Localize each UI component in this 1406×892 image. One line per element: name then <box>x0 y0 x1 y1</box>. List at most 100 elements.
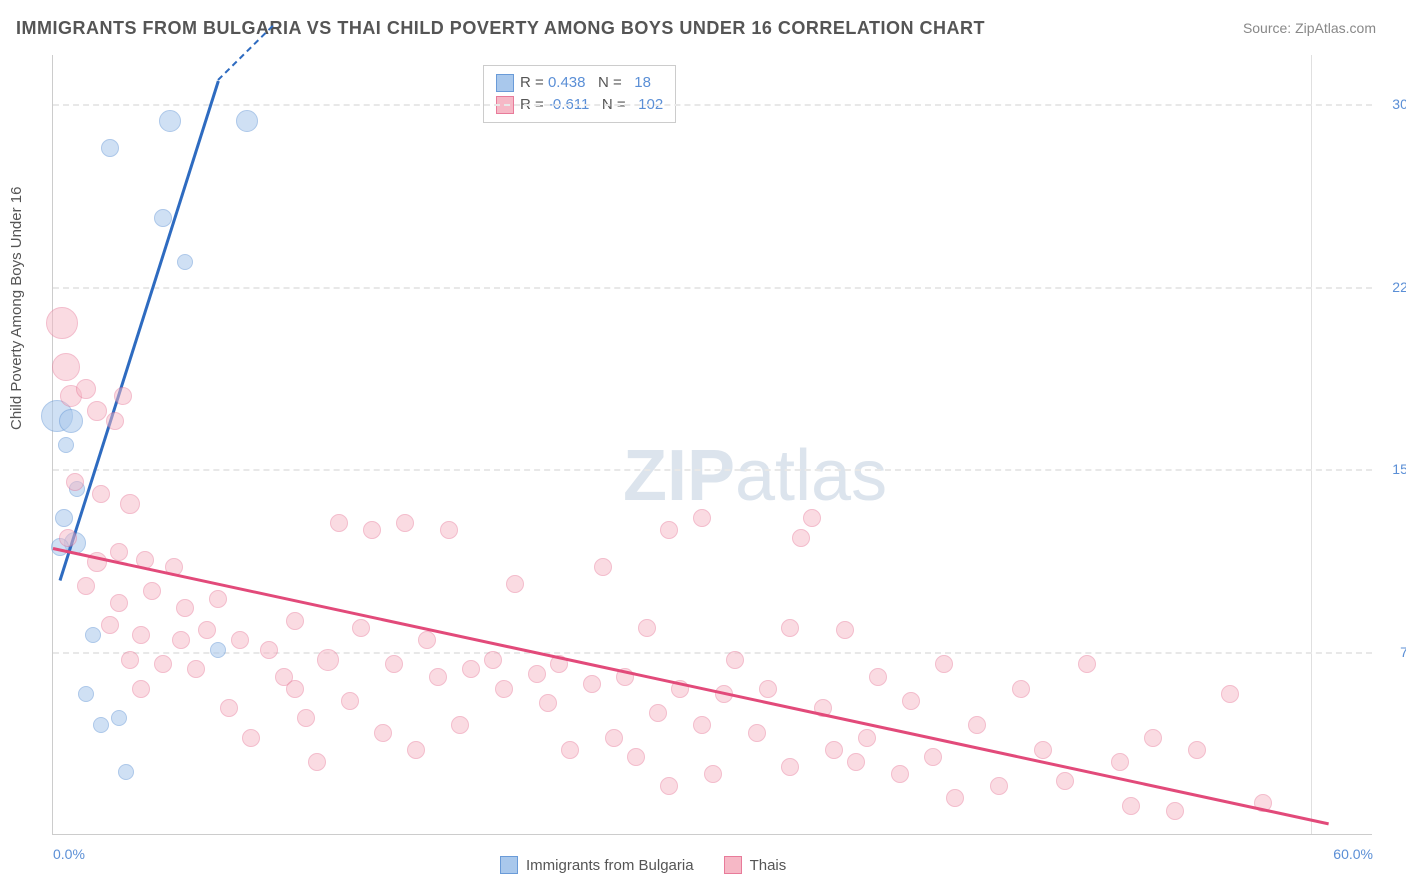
data-point <box>120 494 140 514</box>
series-legend-item: Thais <box>724 856 787 874</box>
y-tick-label: 30.0% <box>1392 96 1406 112</box>
data-point <box>561 741 579 759</box>
data-point <box>220 699 238 717</box>
data-point <box>1188 741 1206 759</box>
data-point <box>968 716 986 734</box>
data-point <box>187 660 205 678</box>
data-point <box>803 509 821 527</box>
data-point <box>627 748 645 766</box>
data-point <box>891 765 909 783</box>
data-point <box>106 412 124 430</box>
data-point <box>781 619 799 637</box>
legend-swatch <box>500 856 518 874</box>
data-point <box>59 529 77 547</box>
data-point <box>172 631 190 649</box>
data-point <box>429 668 447 686</box>
data-point <box>198 621 216 639</box>
data-point <box>177 254 193 270</box>
y-tick-label: 22.5% <box>1392 279 1406 295</box>
data-point <box>748 724 766 742</box>
data-point <box>781 758 799 776</box>
data-point <box>407 741 425 759</box>
data-point <box>495 680 513 698</box>
data-point <box>726 651 744 669</box>
data-point <box>66 473 84 491</box>
data-point <box>660 777 678 795</box>
y-tick-label: 15.0% <box>1392 461 1406 477</box>
data-point <box>704 765 722 783</box>
legend-swatch <box>724 856 742 874</box>
data-point <box>176 599 194 617</box>
data-point <box>385 655 403 673</box>
data-point <box>924 748 942 766</box>
data-point <box>1034 741 1052 759</box>
data-point <box>76 379 96 399</box>
data-point <box>297 709 315 727</box>
gridline <box>53 469 1372 471</box>
right-axis-line <box>1311 55 1312 834</box>
series-label: Immigrants from Bulgaria <box>526 857 694 874</box>
data-point <box>462 660 480 678</box>
series-legend-item: Immigrants from Bulgaria <box>500 856 694 874</box>
data-point <box>638 619 656 637</box>
data-point <box>55 509 73 527</box>
data-point <box>78 686 94 702</box>
gridline <box>53 652 1372 654</box>
data-point <box>363 521 381 539</box>
source-label: Source: <box>1243 20 1291 36</box>
x-tick-label: 0.0% <box>53 846 85 862</box>
data-point <box>484 651 502 669</box>
watermark-zip: ZIP <box>623 436 735 516</box>
data-point <box>1078 655 1096 673</box>
data-point <box>114 387 132 405</box>
data-point <box>660 521 678 539</box>
data-point <box>1111 753 1129 771</box>
data-point <box>154 209 172 227</box>
data-point <box>869 668 887 686</box>
gridline <box>53 287 1372 289</box>
data-point <box>1056 772 1074 790</box>
y-axis-title: Child Poverty Among Boys Under 16 <box>8 187 25 430</box>
data-point <box>308 753 326 771</box>
data-point <box>210 642 226 658</box>
data-point <box>286 680 304 698</box>
data-point <box>1122 797 1140 815</box>
data-point <box>341 692 359 710</box>
series-label: Thais <box>750 857 787 874</box>
data-point <box>396 514 414 532</box>
data-point <box>825 741 843 759</box>
data-point <box>528 665 546 683</box>
data-point <box>506 575 524 593</box>
data-point <box>440 521 458 539</box>
data-point <box>451 716 469 734</box>
data-point <box>330 514 348 532</box>
data-point <box>154 655 172 673</box>
data-point <box>143 582 161 600</box>
data-point <box>46 307 78 339</box>
chart-title: IMMIGRANTS FROM BULGARIA VS THAI CHILD P… <box>16 18 985 39</box>
gridline <box>53 104 1372 106</box>
data-point <box>111 710 127 726</box>
data-point <box>101 616 119 634</box>
data-point <box>92 485 110 503</box>
trend-line <box>53 547 1330 825</box>
series-legend: Immigrants from Bulgaria Thais <box>500 856 786 874</box>
data-point <box>132 626 150 644</box>
data-point <box>1166 802 1184 820</box>
data-point <box>583 675 601 693</box>
data-point <box>374 724 392 742</box>
data-point <box>286 612 304 630</box>
data-point <box>1221 685 1239 703</box>
data-point <box>946 789 964 807</box>
data-point <box>58 437 74 453</box>
data-point <box>85 627 101 643</box>
data-point <box>1012 680 1030 698</box>
data-point <box>792 529 810 547</box>
source-attribution: Source: ZipAtlas.com <box>1243 20 1376 36</box>
legend-swatch <box>496 74 514 92</box>
data-point <box>59 409 83 433</box>
data-point <box>539 694 557 712</box>
data-point <box>77 577 95 595</box>
data-point <box>759 680 777 698</box>
data-point <box>110 543 128 561</box>
